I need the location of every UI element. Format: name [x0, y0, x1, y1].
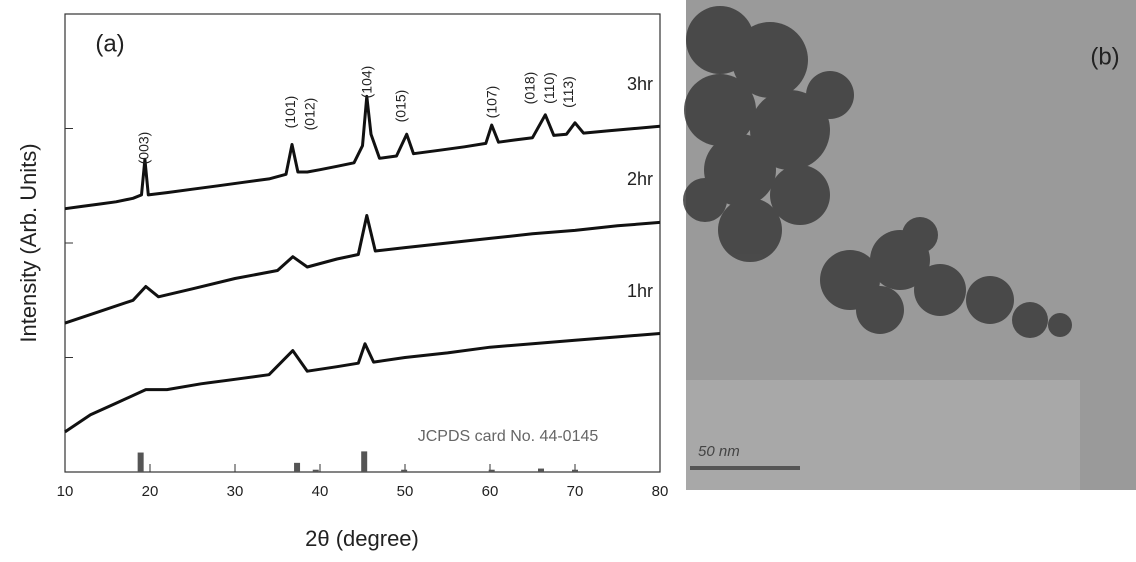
x-tick-label: 30: [227, 483, 244, 500]
x-tick-label: 20: [142, 483, 159, 500]
scale-bar-panel: [686, 380, 1080, 490]
reference-bar: [489, 470, 495, 472]
x-tick-label: 40: [312, 483, 329, 500]
peak-label: (015): [392, 90, 408, 123]
x-tick-label: 80: [652, 483, 669, 500]
reference-bar: [313, 470, 319, 472]
x-tick-label: 50: [397, 483, 414, 500]
series-label: 1hr: [627, 281, 653, 301]
reference-bar: [538, 469, 544, 472]
series-line: [65, 96, 660, 208]
x-axis-title: 2θ (degree): [305, 526, 419, 551]
reference-bar: [401, 470, 407, 472]
peak-label: (003): [136, 132, 152, 165]
series-label: 2hr: [627, 169, 653, 189]
peak-label: (113): [560, 76, 576, 108]
peak-label: (110): [541, 72, 557, 104]
series-label: 3hr: [627, 74, 653, 94]
reference-bar: [361, 451, 367, 472]
peak-label: (012): [301, 98, 317, 131]
reference-bar: [294, 463, 300, 472]
panel-label: (a): [95, 30, 124, 57]
reference-bar: [572, 470, 578, 472]
scale-bar-label: 50 nm: [698, 443, 740, 460]
peak-label: (018): [522, 72, 538, 105]
tem-image: 50 nm (b): [683, 0, 1136, 490]
panel-label: (b): [1090, 43, 1119, 70]
reference-label: JCPDS card No. 44-0145: [418, 428, 599, 445]
x-tick-label: 70: [567, 483, 584, 500]
figure: 50 nm (b) 10 20 30 40 50 60 70 80 2θ (degree) Int…: [0, 0, 1136, 557]
y-axis-title: Intensity (Arb. Units): [16, 143, 41, 342]
reference-bar: [138, 453, 144, 472]
peak-label: (104): [358, 66, 374, 99]
x-tick-label: 60: [482, 483, 499, 500]
peak-label: (101): [282, 96, 298, 129]
peak-label: (107): [483, 86, 499, 119]
series-line: [65, 216, 660, 324]
x-tick-label: 10: [57, 483, 74, 500]
series-line: [65, 334, 660, 432]
